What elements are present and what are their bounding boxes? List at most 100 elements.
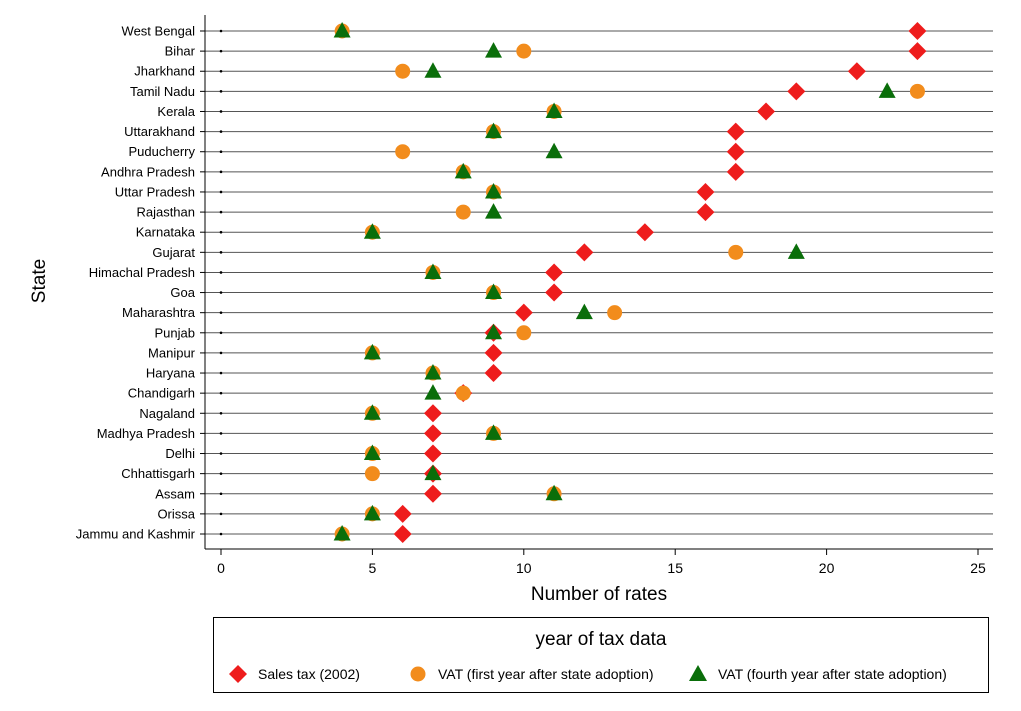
vat-fourth-year-point xyxy=(424,263,442,279)
axes xyxy=(200,15,993,555)
sales-tax-point xyxy=(484,343,503,362)
y-tick-label: Madhya Pradesh xyxy=(97,426,195,441)
baseline-dot xyxy=(219,210,223,214)
vat-fourth-year-point xyxy=(485,122,503,139)
sales-tax-point xyxy=(393,525,412,543)
y-tick-label: Chandigarh xyxy=(128,386,195,401)
sales-tax-point xyxy=(545,283,564,302)
sales-tax-point xyxy=(726,142,745,161)
x-tick-label: 10 xyxy=(516,560,532,576)
sales-tax-point xyxy=(423,424,442,443)
vat-fourth-year-point xyxy=(787,243,805,259)
baseline-dot xyxy=(219,170,223,174)
baseline-dot xyxy=(219,331,223,335)
legend-item-sales-tax: Sales tax (2002) xyxy=(228,664,360,684)
vat-fourth-year-point xyxy=(363,343,381,360)
baseline-dot xyxy=(219,391,223,395)
vat-fourth-year-point xyxy=(485,424,503,440)
vat-first-year-point xyxy=(909,83,925,99)
vat-fourth-year-point xyxy=(363,504,381,521)
y-tick-label: Goa xyxy=(170,285,195,300)
vat-fourth-year-point xyxy=(545,484,563,501)
legend-label: VAT (fourth year after state adoption) xyxy=(718,666,947,682)
baseline-dot xyxy=(219,49,223,53)
legend-label: Sales tax (2002) xyxy=(258,666,360,682)
baseline-dot xyxy=(219,472,223,475)
y-tick-label: Haryana xyxy=(146,366,196,381)
vat-fourth-year-point xyxy=(363,444,381,461)
vat-fourth-year-point xyxy=(575,303,593,320)
sales-tax-point xyxy=(484,364,503,383)
baseline-dot xyxy=(219,492,223,496)
baseline-dot xyxy=(219,251,223,254)
x-tick-label: 25 xyxy=(970,560,986,576)
vat-fourth-year-point xyxy=(545,142,563,159)
y-tick-label: Nagaland xyxy=(139,406,195,421)
y-tick-label: West Bengal xyxy=(122,24,196,39)
baseline-dot xyxy=(219,29,223,33)
baseline-dot xyxy=(219,432,223,435)
vat-fourth-year-point xyxy=(485,182,503,199)
y-tick-label: Jammu and Kashmir xyxy=(76,527,196,542)
baseline-dot xyxy=(219,371,223,375)
vat-first-year-point xyxy=(395,144,411,160)
sales-tax-point xyxy=(847,62,866,81)
y-tick-label: Assam xyxy=(155,486,195,501)
baseline-dot xyxy=(219,190,223,194)
sales-tax-point xyxy=(908,42,927,61)
vat-fourth-year-point xyxy=(485,283,503,300)
sales-tax-point xyxy=(423,404,442,423)
sales-tax-point xyxy=(696,182,715,201)
y-tick-label: Manipur xyxy=(148,345,196,360)
vat-fourth-year-point xyxy=(485,323,503,340)
vat-fourth-year-point xyxy=(485,203,503,219)
gridlines xyxy=(205,29,993,536)
baseline-dot xyxy=(219,110,223,113)
y-tick-label: Andhra Pradesh xyxy=(101,164,195,179)
x-tick-label: 15 xyxy=(667,560,683,576)
sales-tax-point xyxy=(545,263,564,282)
y-tick-label: Kerala xyxy=(157,104,195,119)
baseline-dot xyxy=(219,291,223,294)
vat-fourth-year-point xyxy=(424,384,442,400)
baseline-dot xyxy=(219,90,223,93)
sales-tax-point xyxy=(635,223,654,242)
circle-marker-icon xyxy=(410,666,426,682)
baseline-dot xyxy=(219,452,223,455)
vat-fourth-year-point xyxy=(363,223,381,239)
baseline-dot xyxy=(219,150,223,154)
x-tick-labels: 0 5 10 15 20 25 xyxy=(217,560,986,576)
legend-title: year of tax data xyxy=(535,629,667,650)
sales-tax-point xyxy=(696,203,715,222)
y-tick-label: Uttar Pradesh xyxy=(115,184,195,199)
diamond-marker-icon xyxy=(229,665,247,683)
sales-tax-point xyxy=(787,82,806,101)
y-tick-label: Rajasthan xyxy=(136,205,195,220)
baseline-dot xyxy=(219,271,223,274)
vat-fourth-year-point xyxy=(878,82,896,98)
vat-first-year-point xyxy=(607,305,623,321)
sales-tax-point xyxy=(726,162,745,181)
vat-fourth-year-point xyxy=(424,62,442,78)
sales-tax-point xyxy=(514,303,533,322)
vat-first-year-point xyxy=(516,43,532,59)
legend-item-vat-fourth: VAT (fourth year after state adoption) xyxy=(688,664,947,684)
y-tick-label: Himachal Pradesh xyxy=(89,265,195,280)
y-tick-label: Orissa xyxy=(157,506,195,521)
y-axis-label: State xyxy=(29,259,50,303)
y-tick-labels: West Bengal Bihar Jharkhand Tamil Nadu Keral… xyxy=(76,24,196,542)
vat-fourth-year-point xyxy=(545,102,563,118)
vat-fourth-year-point xyxy=(333,22,351,38)
vat-fourth-year-point xyxy=(363,404,381,420)
baseline-dot xyxy=(219,411,223,415)
y-tick-label: Chhattisgarh xyxy=(121,466,195,481)
y-tick-label: Gujarat xyxy=(152,245,195,260)
baseline-dot xyxy=(219,230,223,234)
y-tick-label: Punjab xyxy=(155,325,195,340)
sales-tax-point xyxy=(575,243,594,262)
baseline-dot xyxy=(219,532,223,536)
vat-first-year-point xyxy=(395,63,411,79)
sales-tax-point xyxy=(726,122,745,141)
y-tick-label: Delhi xyxy=(165,446,195,461)
